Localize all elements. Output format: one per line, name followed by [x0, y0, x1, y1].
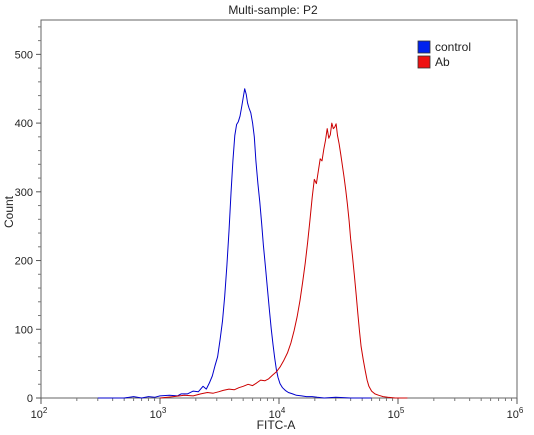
x-tick-label: 105 [388, 406, 405, 421]
y-tick-label: 400 [15, 118, 33, 130]
legend-swatch-ab [417, 55, 431, 69]
series-layer [97, 88, 408, 399]
y-axis-label: Count [2, 195, 16, 228]
series-line-control [97, 88, 372, 399]
x-tick-label: 103 [150, 406, 167, 421]
y-tick-label: 500 [15, 49, 33, 61]
y-tick-label: 100 [15, 324, 33, 336]
legend-swatch-control [417, 40, 431, 54]
x-axis: 102 103 104 105 106 [31, 398, 524, 421]
y-axis: 0 100 200 300 400 500 [15, 26, 41, 405]
series-line-ab [159, 122, 408, 399]
y-tick-label: 0 [27, 393, 33, 405]
legend-label-control: control [435, 40, 471, 54]
x-axis-label: FITC-A [257, 418, 296, 432]
chart-title: Multi-sample: P2 [228, 3, 318, 17]
legend-label-ab: Ab [435, 55, 450, 69]
y-tick-label: 300 [15, 187, 33, 199]
x-tick-label: 104 [269, 406, 286, 421]
plot-area [40, 19, 518, 399]
x-tick-label: 102 [31, 406, 48, 421]
x-tick-label: 106 [507, 406, 524, 421]
y-tick-label: 200 [15, 256, 33, 268]
